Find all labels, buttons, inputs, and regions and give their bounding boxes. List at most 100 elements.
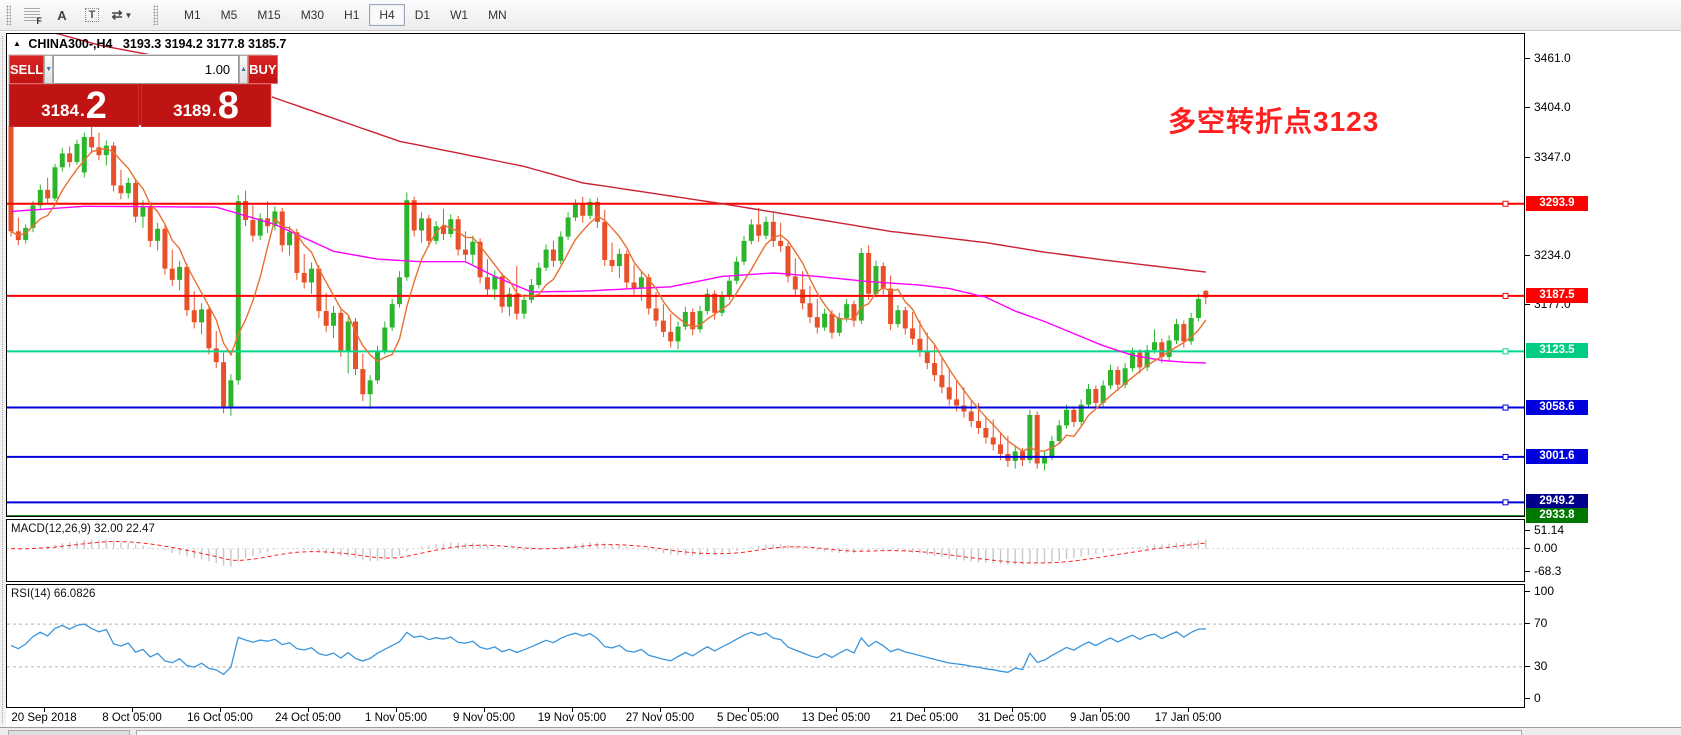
window-left-splitter[interactable] (0, 32, 6, 727)
time-tick-label: 1 Nov 05:00 (364, 712, 428, 724)
price-tick-label: 3404.0 (1534, 100, 1571, 115)
rsi-tick-mark (1525, 698, 1530, 699)
candles-layer (8, 119, 1209, 471)
rsi-scale-label: 0 (1534, 691, 1541, 705)
time-tick-mark (1100, 708, 1101, 712)
time-tick-mark (836, 708, 837, 712)
time-tick-mark (924, 708, 925, 712)
time-tick-label: 19 Nov 05:00 (537, 712, 607, 724)
volume-decrease-button[interactable]: ▼ (44, 55, 54, 84)
time-tick-mark (220, 708, 221, 712)
symbol-period: CHINA300-,H4 (28, 37, 113, 51)
time-tick-label: 24 Oct 05:00 (275, 712, 341, 724)
timeframe-button-h1[interactable]: H1 (344, 8, 360, 22)
price-tick-mark (1525, 58, 1530, 59)
timeframe-button-m5[interactable]: M5 (220, 8, 238, 22)
buy-button[interactable]: BUY (248, 55, 278, 84)
time-tick-label: 13 Dec 05:00 (801, 712, 871, 724)
rsi-tick-mark (1525, 591, 1530, 592)
rsi-scale-label: 100 (1534, 584, 1555, 598)
timeframe-button-m30[interactable]: M30 (300, 8, 325, 22)
time-tick-mark (308, 708, 309, 712)
macd-scale-label: -68.3 (1534, 564, 1562, 579)
rsi-tick-mark (1525, 665, 1530, 667)
macd-tick-mark (1525, 547, 1530, 549)
timeframe-button-h4[interactable]: H4 (369, 4, 405, 26)
timeframe-button-mn[interactable]: MN (488, 8, 507, 22)
price-tick-label: 3347.0 (1534, 149, 1571, 164)
collapse-triangle-icon[interactable]: ▲ (13, 39, 21, 48)
timeframe-button-w1[interactable]: W1 (450, 8, 469, 22)
sell-button[interactable]: SELL (9, 55, 45, 84)
time-tick-label: 9 Jan 05:00 (1069, 712, 1131, 724)
time-tick-mark (1188, 708, 1189, 712)
macd-plot (7, 539, 1524, 567)
sell-price-button[interactable]: 3184. 2 (9, 84, 139, 127)
timeframe-button-group: M1 M5 M15 M30 H1 H4 D1 W1 MN (174, 4, 517, 26)
timeframe-button-m15[interactable]: M15 (257, 8, 281, 22)
time-tick-label: 9 Nov 05:00 (452, 712, 516, 724)
rsi-scale-label: 70 (1534, 616, 1548, 631)
price-tick-mark (1525, 156, 1530, 158)
macd-pane[interactable]: MACD(12,26,9) 32.00 22.47 (6, 519, 1525, 582)
time-tick-label: 17 Jan 05:00 (1154, 712, 1222, 724)
time-tick-mark (660, 708, 661, 712)
rsi-scale-label: 30 (1534, 658, 1548, 673)
level-price-label: 3058.6 (1526, 399, 1588, 415)
price-tick-mark (1525, 254, 1530, 256)
volume-input[interactable] (53, 55, 240, 84)
time-tick-mark (748, 708, 749, 712)
time-tick-label: 27 Nov 05:00 (625, 712, 695, 724)
time-tick-mark (396, 708, 397, 712)
chart-annotation-text: 多空转折点3123 (1168, 106, 1380, 137)
ohlc-readout: 3193.3 3194.2 3177.8 3185.7 (122, 37, 287, 51)
time-tick-mark (572, 708, 573, 712)
time-tick-label: 31 Dec 05:00 (977, 712, 1047, 724)
level-price-label: 2933.8 (1526, 507, 1588, 523)
toolbar-drag-handle[interactable] (6, 5, 11, 25)
price-tick-label: 3461.0 (1534, 51, 1571, 65)
chevron-up-icon: ▲ (240, 66, 248, 73)
ma-mid-line (10, 205, 1206, 364)
chevron-down-icon: ▼ (124, 10, 133, 20)
rsi-label: RSI(14) 66.0826 (11, 588, 96, 600)
minimized-window-bar[interactable] (136, 730, 1522, 735)
macd-scale-label: 0.00 (1534, 540, 1558, 555)
price-tick-mark (1525, 107, 1530, 109)
time-tick-label: 21 Dec 05:00 (889, 712, 959, 724)
time-tick-mark (132, 708, 133, 712)
time-tick-label: 16 Oct 05:00 (187, 712, 253, 724)
indicators-grid-icon[interactable]: F (20, 4, 44, 26)
time-tick-mark (1012, 708, 1013, 712)
buy-price-button[interactable]: 3189. 8 (141, 84, 271, 127)
rsi-pane[interactable]: RSI(14) 66.0826 (6, 584, 1525, 708)
text-box-icon[interactable]: T (80, 4, 104, 26)
text-label-icon[interactable]: A (57, 7, 67, 23)
horizontal-levels-layer (7, 200, 1524, 516)
price-scale[interactable]: 3461.0 3404.0 3347.0 3234.0 3177.0 3293.9 3187… (1525, 33, 1681, 708)
minimized-window-tab[interactable] (8, 730, 130, 735)
time-tick-label: 20 Sep 2018 (11, 712, 77, 724)
macd-signal-line (10, 540, 1206, 564)
cycle-arrows-icon[interactable]: ⇄ ▼ (111, 7, 133, 22)
macd-scale-label: 51.14 (1534, 523, 1565, 538)
toolbar: F A T ⇄ ▼ M1 M5 M15 M30 H1 H4 D1 W1 MN (0, 0, 1681, 31)
timeframe-button-d1[interactable]: D1 (414, 8, 431, 22)
time-tick-label: 5 Dec 05:00 (716, 712, 780, 724)
price-tick-label: 3234.0 (1534, 247, 1571, 262)
time-tick-mark (44, 708, 45, 712)
timeframe-button-m1[interactable]: M1 (184, 8, 201, 22)
volume-increase-button[interactable]: ▲ (239, 55, 249, 84)
rsi-line (10, 623, 1206, 676)
time-tick-mark (484, 708, 485, 712)
rsi-tick-mark (1525, 623, 1530, 625)
level-price-label: 3187.5 (1526, 287, 1588, 303)
level-price-label: 3123.5 (1526, 343, 1588, 359)
timeframe-toolbar-drag-handle[interactable] (153, 5, 158, 25)
macd-histogram (17, 539, 1207, 567)
one-click-trade-widget: SELL ▼ ▲ BUY 3184.2 3189.8 (8, 54, 278, 127)
macd-tick-mark (1525, 530, 1530, 532)
window-bottom-strip (0, 727, 1681, 735)
time-scale[interactable]: 20 Sep 2018 8 Oct 05:00 16 Oct 05:00 24 Oct… (6, 708, 1525, 727)
chevron-down-icon: ▼ (45, 66, 53, 73)
